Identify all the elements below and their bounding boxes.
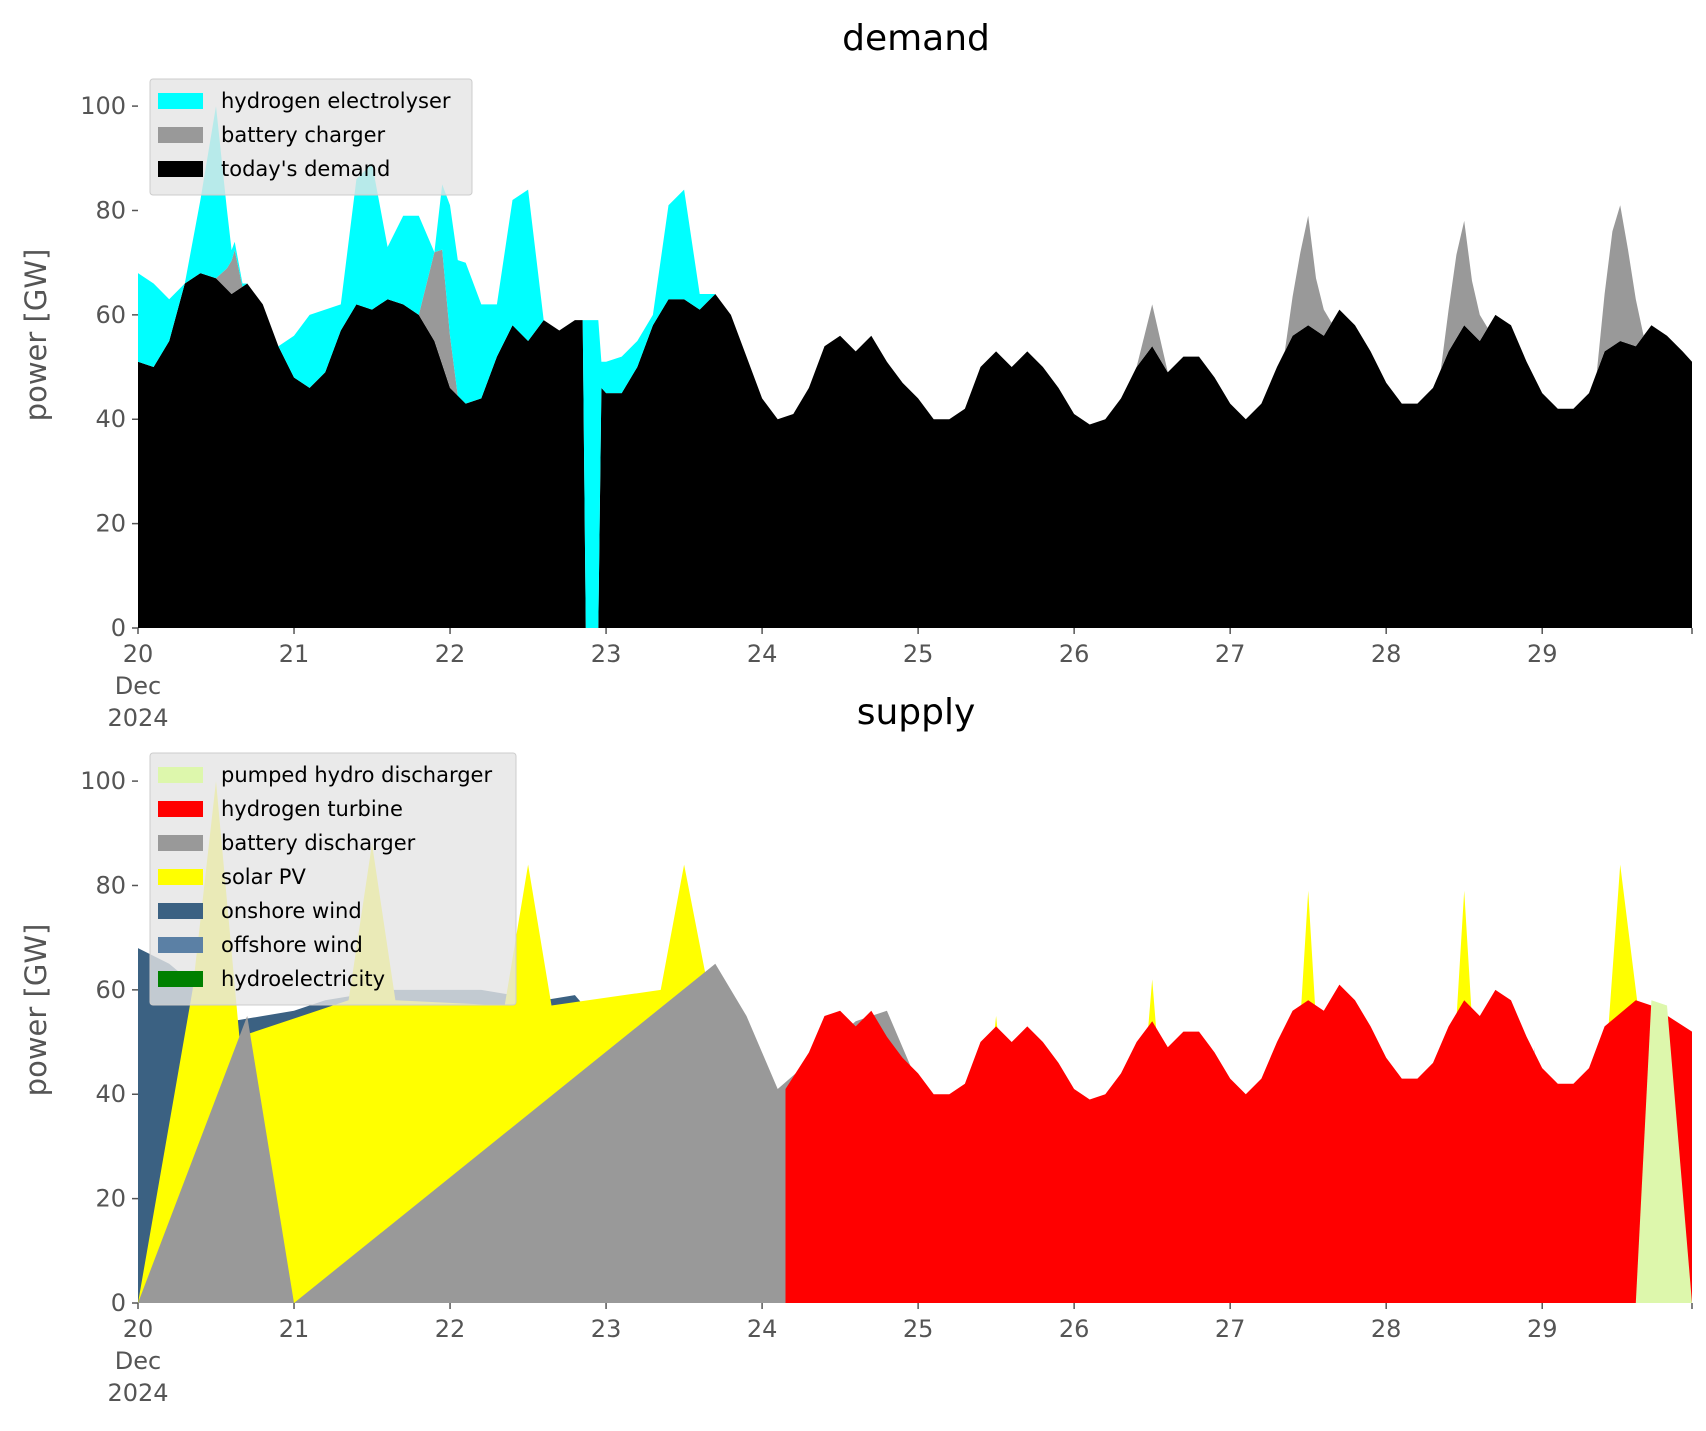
legend: hydrogen electrolyser battery charger toda… bbox=[149, 78, 473, 196]
legend-swatch-hydrogen-turbine bbox=[158, 801, 203, 817]
x-tick-label: 20 bbox=[123, 1315, 154, 1343]
legend-label-battery-discharger: battery discharger bbox=[221, 831, 416, 855]
y-tick-label: 60 bbox=[95, 301, 126, 329]
x-tick-label: 22 bbox=[435, 1315, 466, 1343]
legend-swatch-today-s-demand bbox=[158, 161, 203, 177]
legend-swatch-hydroelectricity bbox=[158, 971, 203, 987]
legend-label-hydroelectricity: hydroelectricity bbox=[221, 967, 385, 991]
series-area-hydrogen-electrolyser bbox=[138, 106, 731, 629]
x-tick-label: 20 bbox=[123, 640, 154, 668]
legend: pumped hydro discharger hydrogen turbine b… bbox=[149, 752, 517, 1006]
x-tick-label: 27 bbox=[1215, 640, 1246, 668]
x-tick-sublabel: 2024 bbox=[107, 704, 168, 732]
x-tick-label: 28 bbox=[1371, 640, 1402, 668]
y-tick-label: 100 bbox=[80, 767, 126, 795]
y-tick-label: 0 bbox=[111, 614, 126, 642]
y-tick-label: 20 bbox=[95, 1185, 126, 1213]
x-tick-label: 21 bbox=[279, 1315, 310, 1343]
x-tick-label: 26 bbox=[1059, 640, 1090, 668]
demand-chart: demand power [GW] 20 Dec 2024 21 22 23 24 25 26 2… bbox=[19, 18, 1693, 732]
legend-swatch-offshore-wind bbox=[158, 937, 203, 953]
x-tick-label: 27 bbox=[1215, 1315, 1246, 1343]
x-tick-sublabel: Dec bbox=[115, 672, 161, 700]
series-layer bbox=[138, 106, 1692, 629]
y-tick-label: 40 bbox=[95, 1080, 126, 1108]
y-axis-label: power [GW] bbox=[19, 924, 53, 1097]
y-tick-label: 40 bbox=[95, 405, 126, 433]
x-tick-label: 29 bbox=[1527, 1315, 1558, 1343]
x-tick-label: 24 bbox=[747, 640, 778, 668]
legend-swatch-hydrogen-electrolyser bbox=[158, 93, 203, 109]
y-tick-label: 0 bbox=[111, 1289, 126, 1317]
series-area-pumped-hydro-discharger bbox=[1635, 1000, 1692, 1303]
x-tick-sublabel: Dec bbox=[115, 1347, 161, 1375]
x-tick-label: 22 bbox=[435, 640, 466, 668]
y-tick-label: 80 bbox=[95, 871, 126, 899]
legend-label-pumped-hydro-discharger: pumped hydro discharger bbox=[221, 763, 492, 787]
x-tick-label: 24 bbox=[747, 1315, 778, 1343]
series-area-hydrogen-turbine bbox=[785, 984, 1692, 1303]
x-tick-label: 25 bbox=[903, 640, 934, 668]
legend-frame bbox=[149, 78, 473, 196]
x-tick-label: 26 bbox=[1059, 1315, 1090, 1343]
legend-label-onshore-wind: onshore wind bbox=[221, 899, 362, 923]
y-axis-label: power [GW] bbox=[19, 249, 53, 422]
y-tick-label: 100 bbox=[80, 92, 126, 120]
legend-label-solar-pv: solar PV bbox=[221, 865, 306, 889]
x-tick-sublabel: 2024 bbox=[107, 1379, 168, 1407]
series-layer bbox=[138, 781, 1692, 1303]
supply-chart: supply power [GW] 20 Dec 2024 21 22 23 24 25 26 2… bbox=[19, 692, 1693, 1407]
legend-label-today-s-demand: today's demand bbox=[221, 157, 390, 181]
chart-title: demand bbox=[842, 18, 990, 59]
x-tick-label: 23 bbox=[591, 1315, 622, 1343]
legend-swatch-solar-pv bbox=[158, 869, 203, 885]
legend-label-battery-charger: battery charger bbox=[221, 123, 386, 147]
legend-frame bbox=[149, 752, 517, 1006]
legend-swatch-battery-discharger bbox=[158, 835, 203, 851]
series-area-today-s-demand bbox=[138, 273, 1692, 628]
legend-label-hydrogen-turbine: hydrogen turbine bbox=[221, 797, 403, 821]
legend-swatch-battery-charger bbox=[158, 127, 203, 143]
legend-label-offshore-wind: offshore wind bbox=[221, 933, 363, 957]
legend-swatch-pumped-hydro-discharger bbox=[158, 767, 203, 783]
y-tick-label: 80 bbox=[95, 196, 126, 224]
y-tick-label: 20 bbox=[95, 510, 126, 538]
series-area-battery-charger bbox=[138, 205, 1692, 629]
y-tick-label: 60 bbox=[95, 976, 126, 1004]
legend-label-hydrogen-electrolyser: hydrogen electrolyser bbox=[221, 89, 451, 113]
x-tick-label: 29 bbox=[1527, 640, 1558, 668]
legend-swatch-onshore-wind bbox=[158, 903, 203, 919]
x-tick-label: 21 bbox=[279, 640, 310, 668]
chart-title: supply bbox=[857, 692, 976, 733]
x-tick-label: 25 bbox=[903, 1315, 934, 1343]
x-tick-label: 28 bbox=[1371, 1315, 1402, 1343]
x-tick-label: 23 bbox=[591, 640, 622, 668]
